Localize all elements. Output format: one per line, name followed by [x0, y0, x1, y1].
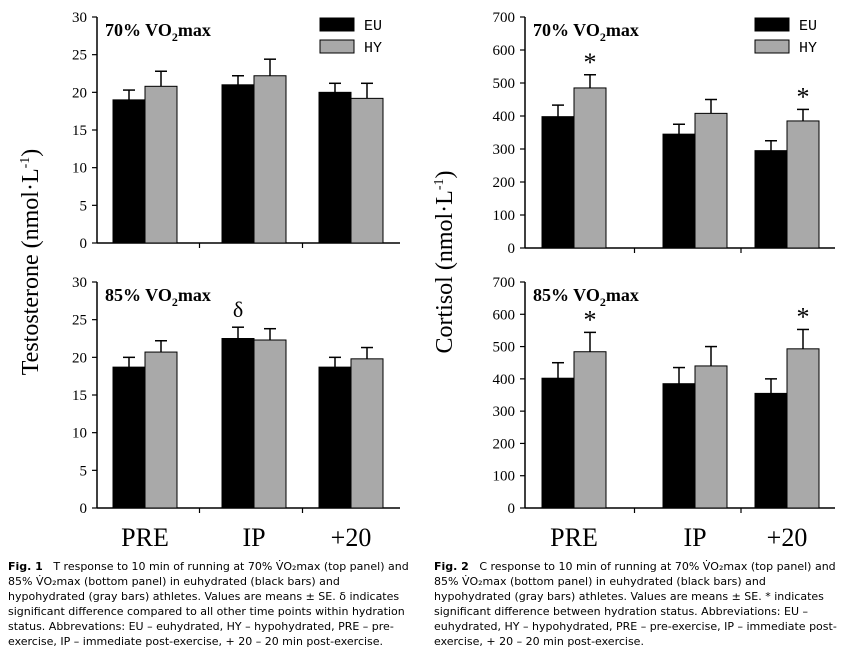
figure-1-number: Fig. 1: [8, 560, 43, 573]
bar-hy-IP: [694, 112, 728, 249]
y-tick-label: 20: [72, 85, 87, 101]
legend-label-hy: HY: [364, 40, 382, 57]
legend-label-eu: EU: [799, 18, 817, 35]
y-tick-label: 300: [493, 142, 516, 158]
y-tick-label: 300: [493, 404, 516, 420]
bar-eu-IP: [221, 338, 255, 509]
y-tick-label: 10: [72, 426, 87, 442]
bar-hy-PRE: [573, 87, 607, 249]
significance-marker: δ: [233, 297, 243, 322]
y-tick-label: 15: [72, 123, 87, 139]
bar-eu-+20: [754, 150, 788, 249]
x-tick-label-+20: +20: [331, 523, 372, 552]
y-tick-label: 100: [493, 208, 516, 224]
y-tick-label: 0: [508, 501, 516, 517]
y-tick-label: 0: [80, 501, 88, 517]
bar-eu-+20: [318, 366, 352, 509]
bar-eu-IP: [662, 133, 696, 249]
y-tick-label: 700: [493, 10, 516, 26]
legend-swatch-eu: [754, 17, 790, 32]
significance-marker: *: [584, 305, 597, 334]
bar-eu-+20: [318, 91, 352, 244]
y-tick-label: 400: [493, 372, 516, 388]
x-tick-label-PRE: PRE: [121, 523, 169, 552]
figure-1-caption: Fig. 1 T response to 10 min of running a…: [8, 559, 420, 649]
chart-panel-1: 0 5 10 15 20 25 30 δ PRE IP +20: [72, 275, 400, 552]
x-tick-label-IP: IP: [683, 523, 706, 552]
bar-hy-+20: [350, 97, 384, 244]
y-tick-label: 5: [80, 198, 88, 214]
y-tick-label: 600: [493, 43, 516, 59]
legend-swatch-eu: [319, 17, 355, 32]
bar-hy-PRE: [144, 351, 178, 509]
bar-hy-IP: [253, 339, 287, 509]
y-tick-label: 30: [72, 10, 87, 26]
y-tick-label: 15: [72, 388, 87, 404]
bar-hy-PRE: [144, 85, 178, 244]
chart-panel-0: 0 5 10 15 20 25 30 EU HY: [72, 10, 400, 252]
bar-hy-IP: [694, 365, 728, 509]
x-tick-label-+20: +20: [767, 523, 808, 552]
bar-hy-+20: [786, 348, 820, 509]
bar-hy-+20: [786, 120, 820, 249]
bar-hy-PRE: [573, 351, 607, 509]
y-tick-label: 25: [72, 48, 87, 64]
y-tick-label: 700: [493, 275, 516, 291]
y-tick-label: 5: [80, 463, 88, 479]
y-tick-label: 500: [493, 340, 516, 356]
panel-title-0: 70% VO2max: [105, 20, 211, 44]
legend-label-eu: EU: [364, 18, 382, 35]
figure-2-caption-text: C response to 10 min of running at 70% V…: [434, 560, 837, 648]
y-tick-label: 0: [508, 241, 516, 257]
legend-swatch-hy: [754, 39, 790, 54]
y-tick-label: 10: [72, 161, 87, 177]
bar-eu-PRE: [112, 366, 146, 509]
figure-1-caption-text: T response to 10 min of running at 70% V…: [8, 560, 409, 648]
bar-eu-+20: [754, 392, 788, 509]
panel-title-3: 85% VO2max: [533, 285, 639, 309]
panel-title-2: 70% VO2max: [533, 20, 639, 44]
y-axis-label-cortisol: Cortisol (nmol·L-1): [432, 171, 458, 354]
y-tick-label: 500: [493, 76, 516, 92]
bar-hy-+20: [350, 358, 384, 509]
bar-eu-IP: [662, 383, 696, 509]
bar-eu-PRE: [112, 99, 146, 244]
x-tick-label-PRE: PRE: [550, 523, 598, 552]
figure-canvas: 0 5 10 15 20 25 30 EU HY 70% VO2max 0 5 10 15 20 25 30 δ P…: [18, 10, 835, 552]
bar-eu-PRE: [541, 116, 575, 249]
legend-label-hy: HY: [799, 40, 817, 57]
y-tick-label: 600: [493, 307, 516, 323]
chart-panel-3: 0 100 200 300 400 500 600 700 * * PRE IP +20: [493, 275, 835, 552]
significance-marker: *: [797, 82, 810, 111]
x-tick-label-IP: IP: [242, 523, 265, 552]
y-tick-label: 200: [493, 175, 516, 191]
bar-hy-IP: [253, 75, 287, 244]
y-tick-label: 25: [72, 313, 87, 329]
y-tick-label: 20: [72, 350, 87, 366]
y-axis-label-testosterone: Testosterone (nmol·L-1): [18, 149, 44, 376]
y-tick-label: 0: [80, 236, 88, 252]
chart-panel-2: 0 100 200 300 400 500 600 700 * * EU HY: [493, 10, 835, 257]
y-tick-label: 200: [493, 436, 516, 452]
panel-title-1: 85% VO2max: [105, 285, 211, 309]
y-tick-label: 100: [493, 469, 516, 485]
legend-swatch-hy: [319, 39, 355, 54]
y-tick-label: 400: [493, 109, 516, 125]
figure-2-number: Fig. 2: [434, 560, 469, 573]
figure-2-caption: Fig. 2 C response to 10 min of running a…: [434, 559, 842, 649]
y-tick-label: 30: [72, 275, 87, 291]
significance-marker: *: [797, 302, 810, 331]
significance-marker: *: [584, 48, 597, 77]
bar-eu-IP: [221, 84, 255, 244]
bar-eu-PRE: [541, 377, 575, 509]
